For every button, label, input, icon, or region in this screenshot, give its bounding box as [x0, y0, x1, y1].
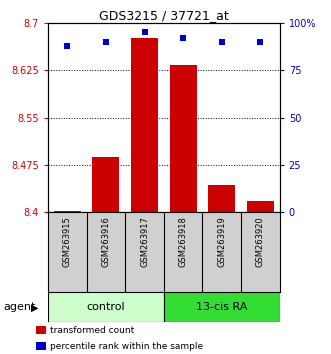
Bar [164, 292, 280, 322]
Bar [92, 157, 119, 212]
Bar [208, 185, 235, 212]
Bar [48, 292, 164, 322]
Text: GSM263919: GSM263919 [217, 216, 226, 267]
Text: transformed count: transformed count [50, 326, 134, 335]
Text: 13-cis RA: 13-cis RA [196, 302, 248, 312]
Text: GSM263920: GSM263920 [256, 216, 265, 267]
Point [142, 30, 147, 35]
Text: GSM263916: GSM263916 [101, 216, 111, 267]
Bar [169, 65, 197, 212]
Text: GSM263915: GSM263915 [63, 216, 72, 267]
Point [219, 39, 224, 45]
Bar [54, 211, 81, 212]
Bar [131, 38, 158, 212]
Title: GDS3215 / 37721_at: GDS3215 / 37721_at [99, 9, 229, 22]
Text: GSM263917: GSM263917 [140, 216, 149, 267]
Bar [36, 342, 46, 350]
Point [65, 43, 70, 48]
Text: control: control [87, 302, 125, 312]
Text: GSM263918: GSM263918 [179, 216, 188, 267]
Text: percentile rank within the sample: percentile rank within the sample [50, 342, 203, 351]
Text: agent: agent [3, 302, 36, 312]
Bar [247, 201, 274, 212]
Bar [36, 326, 46, 334]
Point [103, 39, 109, 45]
Point [180, 35, 186, 41]
Text: ▶: ▶ [31, 302, 38, 312]
Point [258, 39, 263, 45]
